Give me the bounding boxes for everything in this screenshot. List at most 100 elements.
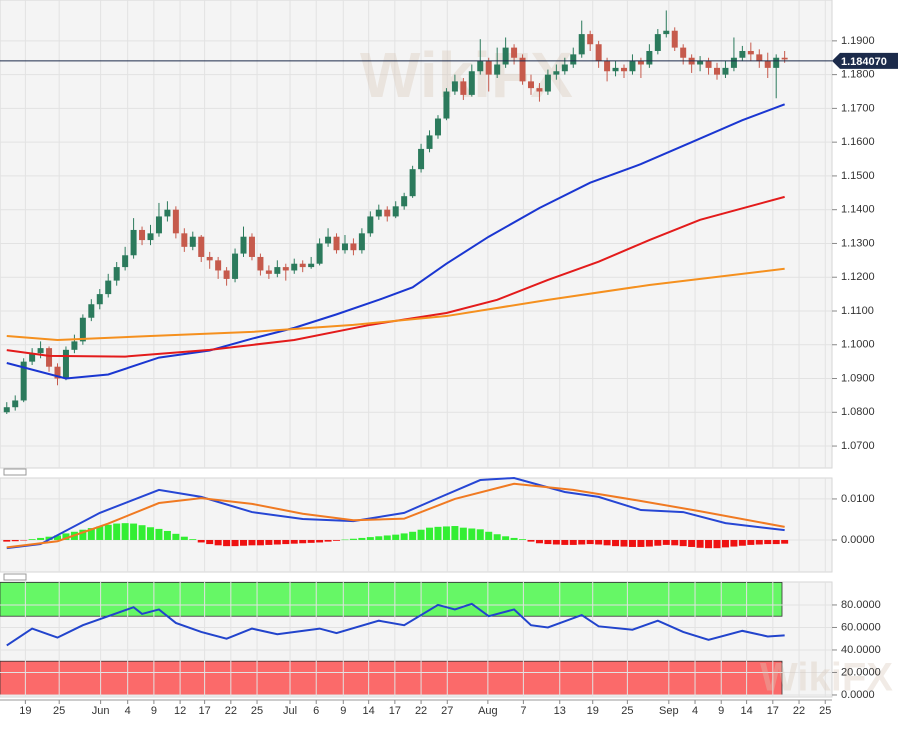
x-tick-label: 9 — [718, 705, 724, 717]
panel-handle[interactable] — [3, 573, 27, 581]
candle-body — [232, 253, 239, 279]
candle-body — [265, 270, 272, 274]
candle-body — [147, 233, 154, 241]
candle-body — [511, 47, 518, 58]
candle-body — [274, 267, 281, 274]
candle-body — [88, 304, 95, 318]
histogram-bar — [28, 539, 36, 540]
candle-body — [333, 236, 340, 251]
candle-body — [223, 270, 230, 279]
watermark: WikiFX — [360, 39, 573, 111]
candle-body — [96, 294, 103, 305]
indicator-line — [6, 103, 786, 380]
histogram-bar — [240, 539, 248, 546]
candle-body — [358, 233, 365, 251]
histogram-bar — [121, 523, 129, 540]
histogram-bar — [20, 539, 28, 541]
y-tick-label: 1.0900 — [841, 372, 875, 384]
candle-body — [434, 118, 441, 136]
candle-body — [781, 57, 788, 60]
candle-body — [130, 229, 137, 256]
histogram-bar — [510, 537, 518, 540]
histogram-bar — [595, 539, 603, 545]
candle-body — [20, 361, 27, 401]
histogram-bar — [358, 537, 366, 540]
candle-body — [468, 71, 475, 95]
x-tick-label: 17 — [198, 705, 210, 717]
y-tick-label: 60.0000 — [841, 621, 881, 633]
x-tick-label: 25 — [53, 705, 65, 717]
x-tick-label: 4 — [125, 705, 131, 717]
candle-body — [536, 88, 543, 92]
histogram-bar — [400, 533, 408, 540]
histogram-bar — [442, 526, 450, 540]
candle-body — [730, 57, 737, 68]
histogram-bar — [628, 539, 636, 547]
candle-body — [71, 341, 78, 350]
candle-body — [54, 366, 61, 379]
x-tick-label: 27 — [441, 705, 453, 717]
histogram-bar — [37, 537, 45, 540]
histogram-bar — [527, 539, 535, 542]
x-tick-label: 7 — [520, 705, 526, 717]
histogram-bar — [341, 539, 349, 541]
histogram-bar — [654, 539, 662, 546]
y-tick-label: 1.1000 — [841, 339, 875, 351]
x-tick-label: 12 — [174, 705, 186, 717]
candle-body — [680, 47, 687, 58]
candle-body — [3, 407, 10, 413]
candle-body — [113, 267, 120, 281]
x-tick-label: 22 — [225, 705, 237, 717]
histogram-bar — [11, 539, 19, 542]
x-tick-label: 19 — [587, 705, 599, 717]
candle-body — [409, 169, 416, 197]
candle-body — [105, 280, 112, 295]
candle-body — [299, 263, 306, 268]
candle-body — [164, 209, 171, 217]
candle-body — [739, 50, 746, 58]
candle-body — [595, 44, 602, 62]
candle-body — [443, 91, 450, 119]
histogram-bar — [502, 536, 510, 540]
histogram-bar — [349, 538, 357, 540]
histogram-bar — [485, 531, 493, 540]
y-tick-label: 40.0000 — [841, 644, 881, 656]
candle-body — [722, 67, 729, 75]
histogram-bar — [705, 539, 713, 549]
candle-body — [350, 243, 357, 251]
histogram-bar — [468, 528, 476, 540]
candle-body — [308, 263, 315, 268]
histogram-bar — [772, 539, 780, 545]
histogram-bar — [713, 539, 721, 549]
histogram-bar — [569, 539, 577, 545]
candle-body — [773, 57, 780, 68]
histogram-bar — [113, 523, 121, 540]
histogram-bar — [155, 528, 163, 540]
histogram-bar — [172, 533, 180, 540]
panel-handles — [3, 468, 27, 581]
histogram-bar — [755, 539, 763, 545]
histogram-bar — [476, 529, 484, 540]
histogram-bar — [662, 539, 670, 545]
candle-body — [181, 233, 188, 247]
y-tick-label: 1.1800 — [841, 69, 875, 81]
candle-body — [527, 81, 534, 89]
candle-body — [663, 30, 670, 35]
candle-body — [519, 57, 526, 82]
candle-body — [198, 236, 205, 257]
histogram-bar — [290, 539, 298, 544]
candle-body — [629, 61, 636, 72]
candle-body — [79, 317, 86, 342]
last-price-label: 1.184070 — [841, 56, 887, 68]
candle-body — [485, 61, 492, 75]
candle-body — [578, 34, 585, 55]
histogram-bar — [561, 539, 569, 545]
histogram-bar — [3, 539, 11, 542]
panel-background — [0, 477, 833, 573]
histogram-bar — [282, 539, 290, 545]
x-tick-label: 25 — [819, 705, 831, 717]
histogram-bar — [256, 539, 264, 546]
y-tick-label: 1.1700 — [841, 102, 875, 114]
histogram-bar — [578, 539, 586, 545]
panel-handle[interactable] — [3, 468, 27, 476]
